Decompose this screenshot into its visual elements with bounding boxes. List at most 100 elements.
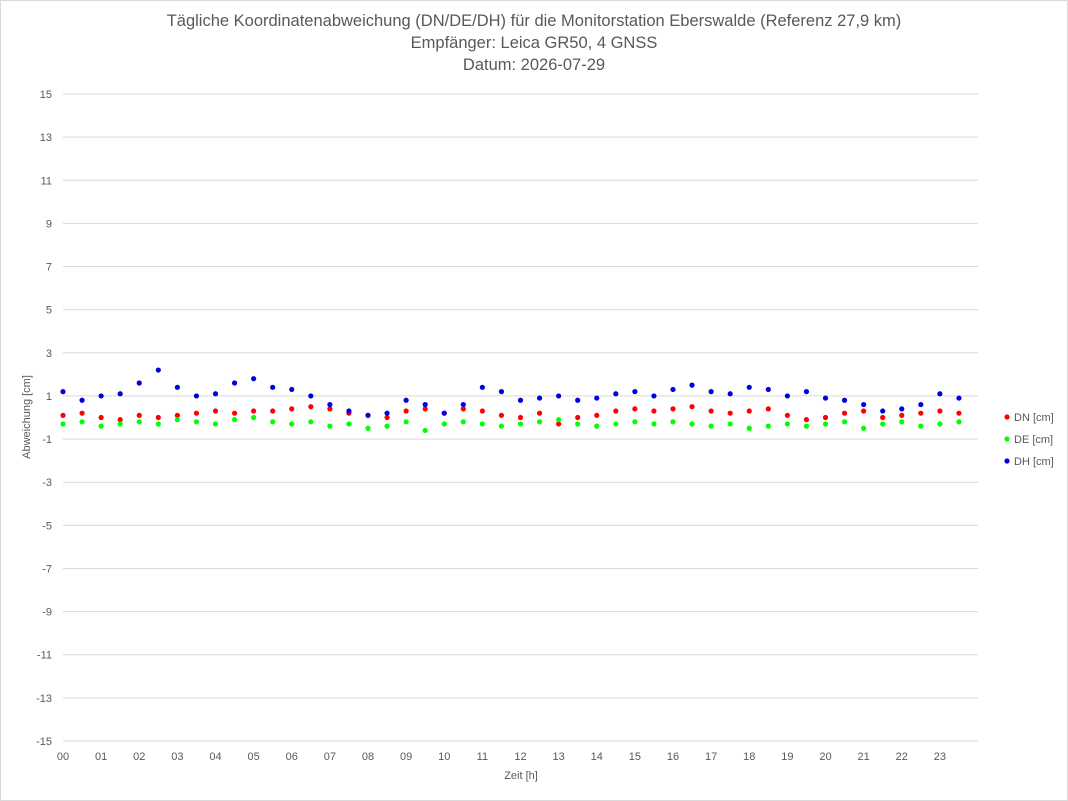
data-point — [441, 421, 447, 427]
data-point — [289, 386, 295, 393]
chart-date: Datum: 2026-07-29 — [462, 56, 606, 74]
x-tick-label: 14 — [591, 751, 603, 763]
data-point — [613, 391, 619, 397]
y-tick-label: -13 — [36, 693, 52, 705]
data-point — [365, 425, 371, 431]
series-de — [60, 414, 962, 434]
data-point — [880, 421, 886, 427]
data-point — [765, 406, 771, 412]
data-points — [60, 367, 962, 434]
data-point — [708, 389, 714, 395]
data-point — [841, 397, 848, 403]
y-tick-label: -3 — [42, 477, 52, 489]
data-point — [60, 421, 66, 427]
data-point — [193, 419, 200, 425]
data-point — [803, 389, 810, 395]
data-point — [822, 395, 829, 401]
data-point — [479, 421, 485, 427]
chart-title: Tägliche Koordinatenabweichung (DN/DE/DH… — [166, 12, 902, 30]
data-point — [136, 380, 142, 386]
x-tick-label: 19 — [781, 751, 793, 763]
x-tick-label: 00 — [57, 751, 69, 763]
data-point — [746, 425, 752, 431]
data-point — [784, 393, 790, 399]
x-tick-label: 08 — [362, 751, 374, 763]
x-tick-label: 05 — [248, 751, 260, 763]
data-point — [384, 414, 390, 421]
data-point — [155, 421, 161, 427]
x-tick-label: 10 — [438, 751, 450, 763]
data-point — [384, 423, 390, 429]
data-point — [346, 408, 352, 414]
data-point — [899, 419, 905, 425]
data-point — [251, 408, 257, 414]
x-tick-label: 02 — [133, 751, 145, 763]
data-point — [632, 389, 638, 395]
data-point — [251, 414, 257, 421]
data-point — [670, 386, 676, 393]
data-point — [479, 384, 485, 390]
data-point — [670, 419, 676, 425]
data-point — [822, 414, 829, 421]
data-point — [651, 408, 657, 414]
y-tick-label: -1 — [42, 434, 52, 446]
data-point — [403, 419, 409, 425]
data-point — [327, 423, 333, 429]
data-point — [327, 406, 333, 412]
data-point — [575, 421, 581, 427]
y-tick-label: -15 — [36, 736, 52, 748]
data-point — [231, 417, 238, 423]
x-tick-label: 21 — [858, 751, 870, 763]
series-dh — [60, 367, 962, 418]
data-point — [765, 423, 771, 429]
x-tick-label: 17 — [705, 751, 717, 763]
x-axis-label: Zeit [h] — [504, 770, 538, 782]
data-point — [861, 408, 867, 414]
data-point — [155, 414, 161, 421]
data-point — [270, 384, 276, 390]
data-point — [918, 401, 924, 408]
data-point — [727, 410, 733, 416]
data-point — [98, 423, 104, 429]
data-point — [841, 419, 848, 425]
data-point — [117, 391, 123, 397]
data-point — [880, 408, 886, 414]
data-point — [174, 417, 180, 423]
x-tick-label: 22 — [896, 751, 908, 763]
x-tick-label: 16 — [667, 751, 679, 763]
legend-label: DH [cm] — [1014, 456, 1054, 468]
data-point — [346, 421, 352, 427]
x-tick-label: 13 — [553, 751, 565, 763]
y-tick-label: 15 — [40, 89, 52, 101]
legend-label: DE [cm] — [1014, 434, 1053, 446]
data-point — [136, 412, 142, 418]
data-point — [803, 423, 810, 429]
data-point — [479, 408, 485, 414]
x-tick-label: 01 — [95, 751, 107, 763]
data-point — [422, 401, 428, 408]
data-point — [98, 393, 104, 399]
legend-marker — [1004, 414, 1010, 420]
data-point — [98, 414, 104, 421]
data-point — [60, 412, 66, 418]
data-point — [60, 389, 66, 395]
data-point — [651, 421, 657, 427]
data-point — [517, 397, 524, 403]
data-point — [594, 423, 600, 429]
data-point — [670, 406, 676, 412]
data-point — [918, 410, 924, 416]
data-point — [899, 412, 905, 418]
y-tick-label: 3 — [46, 348, 52, 360]
y-tick-label: -9 — [42, 607, 52, 619]
data-point — [956, 395, 962, 401]
data-point — [822, 421, 829, 427]
data-point — [193, 393, 200, 399]
data-point — [79, 397, 85, 403]
data-point — [918, 423, 924, 429]
y-tick-label: 11 — [41, 175, 52, 187]
x-tick-label: 18 — [743, 751, 755, 763]
data-point — [460, 406, 466, 412]
legend-marker — [1004, 458, 1010, 464]
data-point — [270, 408, 276, 414]
